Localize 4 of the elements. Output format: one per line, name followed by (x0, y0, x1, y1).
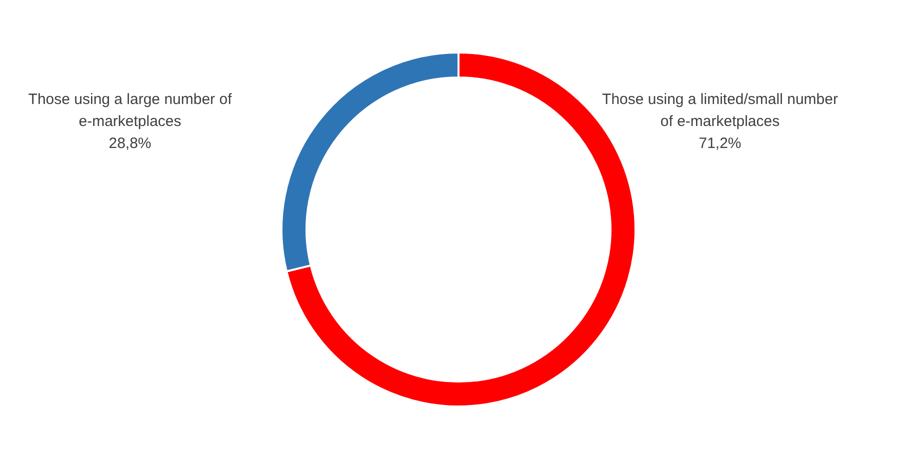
slice-label: Those using a large number of e-marketplaces (28, 91, 233, 130)
data-label: 28,8% (108, 135, 152, 152)
data-label: 71,2% (698, 135, 742, 152)
slice-label: Those using a limited/small number of e-marketplaces (602, 91, 838, 130)
